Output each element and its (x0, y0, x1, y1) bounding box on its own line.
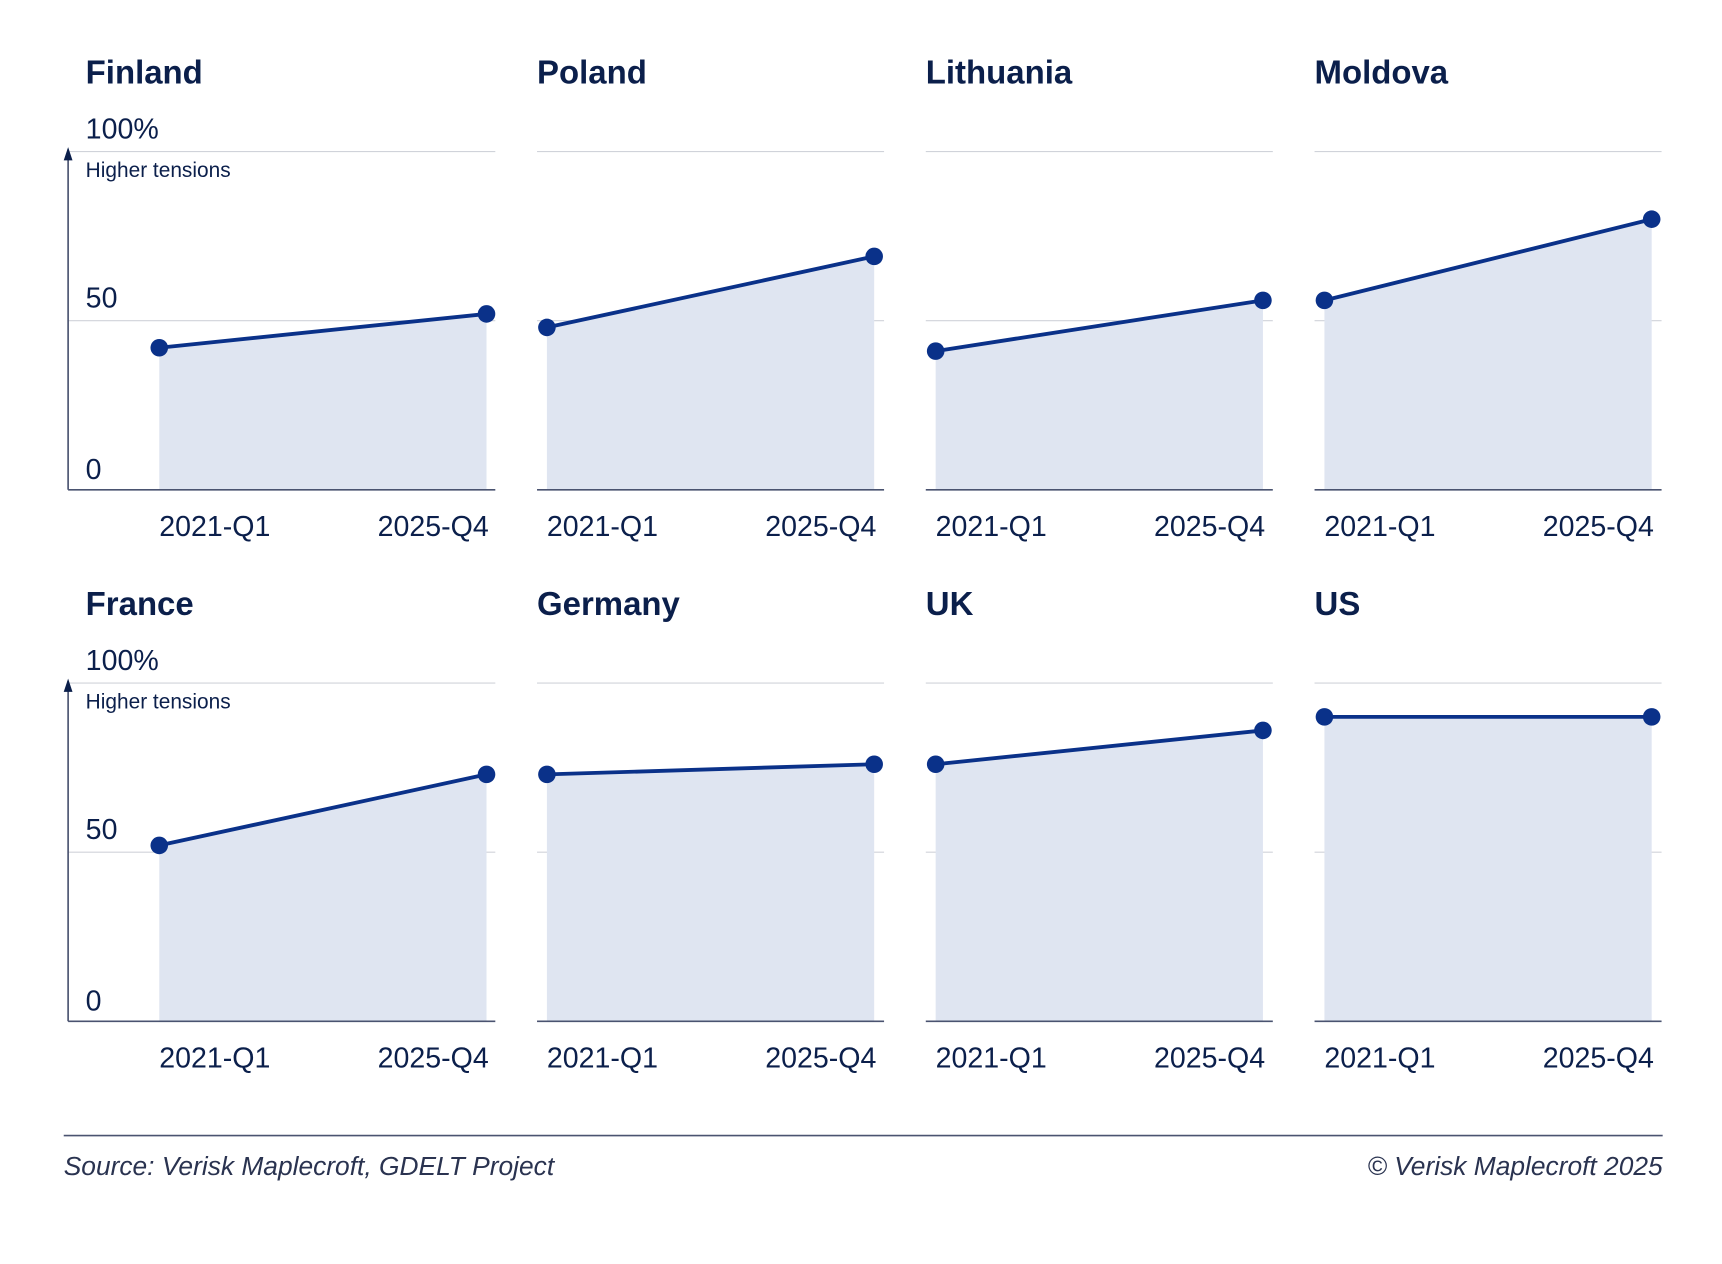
x-tick-label: 2025-Q4 (378, 511, 489, 543)
arrow-up-icon (63, 678, 73, 692)
series-line (159, 311, 487, 350)
panel-title: US (1315, 585, 1361, 622)
data-point-2021-q1 (926, 342, 945, 360)
area-fill (1324, 716, 1652, 1022)
x-tick-label: 2021-Q1 (547, 511, 658, 543)
x-tick-label: 2021-Q1 (936, 511, 1047, 543)
x-tick-label: 2025-Q4 (765, 1042, 876, 1074)
data-point-2021-q1 (150, 338, 169, 357)
area-fill (546, 256, 875, 490)
y-tick-label: 100% (86, 113, 159, 145)
x-tick-label: 2021-Q1 (1324, 1042, 1435, 1074)
area-fill (159, 313, 487, 490)
area-fill (1324, 219, 1652, 490)
x-tick-label: 2021-Q1 (547, 1042, 658, 1074)
panel-title: France (86, 585, 194, 622)
y-annotation: Higher tensions (86, 159, 231, 182)
data-point-2021-q1 (538, 318, 556, 337)
data-point-2025-q4 (477, 305, 496, 323)
series-line (546, 254, 875, 330)
x-tick-label: 2025-Q4 (1543, 511, 1654, 543)
source-note: Source: Verisk Maplecroft, GDELT Project (64, 1151, 556, 1181)
y-tick-label: 50 (86, 814, 118, 846)
series-line (158, 772, 487, 848)
data-point-2021-q1 (538, 765, 556, 784)
x-tick-label: 2021-Q1 (1324, 511, 1435, 543)
area-fill (159, 774, 487, 1022)
data-point-2025-q4 (1642, 210, 1661, 228)
data-point-2021-q1 (1315, 708, 1334, 726)
arrow-up-icon (63, 147, 73, 161)
panel-title: Poland (537, 53, 647, 90)
x-tick-label: 2025-Q4 (1154, 511, 1265, 543)
x-tick-label: 2021-Q1 (159, 1042, 270, 1074)
data-point-2021-q1 (1315, 291, 1334, 310)
area-fill (546, 764, 875, 1022)
panel-title: Finland (86, 53, 203, 90)
data-point-2025-q4 (477, 765, 496, 784)
series-line (935, 728, 1264, 767)
copyright: © Verisk Maplecroft 2025 (1367, 1151, 1663, 1181)
panel-title: Germany (537, 585, 680, 622)
panel-lithuania: Lithuania 2021-Q1 2025-Q4 (925, 53, 1273, 543)
panel-us: US 2021-Q1 2025-Q4 (1314, 585, 1662, 1074)
area-fill (935, 730, 1263, 1022)
panel-france: France 2021-Q1 2025-Q4 100% 50 0 Higher tensio… (63, 585, 496, 1074)
x-tick-label: 2025-Q4 (765, 511, 876, 543)
panel-title: UK (926, 585, 974, 622)
panel-uk: UK 2021-Q1 2025-Q4 (925, 585, 1273, 1074)
panel-germany: Germany 2021-Q1 2025-Q4 (537, 585, 885, 1074)
area-fill (935, 300, 1263, 490)
data-point-2021-q1 (926, 755, 945, 774)
panels: Finland 2021-Q1 2025-Q4 100% 50 0 Higher tensi… (63, 53, 1662, 1074)
x-tick-label: 2025-Q4 (1154, 1042, 1265, 1074)
x-tick-label: 2025-Q4 (378, 1042, 489, 1074)
data-point-2025-q4 (1254, 721, 1272, 740)
y-tick-label: 50 (86, 282, 118, 314)
panel-moldova: Moldova 2021-Q1 2025-Q4 (1314, 53, 1662, 543)
x-tick-label: 2021-Q1 (936, 1042, 1047, 1074)
y-tick-label: 100% (86, 645, 159, 677)
data-point-2025-q4 (865, 247, 883, 266)
data-point-2025-q4 (865, 755, 883, 774)
y-annotation: Higher tensions (86, 690, 231, 713)
x-tick-label: 2025-Q4 (1543, 1042, 1654, 1074)
panel-finland: Finland 2021-Q1 2025-Q4 100% 50 0 Higher tensi… (63, 53, 496, 543)
data-point-2021-q1 (150, 836, 169, 855)
series-line (1323, 217, 1653, 303)
y-tick-label: 0 (86, 454, 102, 486)
x-tick-label: 2021-Q1 (159, 511, 270, 543)
y-tick-label: 0 (86, 985, 102, 1017)
series-line (546, 762, 875, 777)
series-line (935, 298, 1264, 354)
panel-title: Moldova (1315, 53, 1449, 90)
panel-title: Lithuania (926, 53, 1073, 90)
panel-poland: Poland 2021-Q1 2025-Q4 (537, 53, 885, 543)
data-point-2025-q4 (1254, 291, 1272, 310)
data-point-2025-q4 (1642, 708, 1661, 726)
